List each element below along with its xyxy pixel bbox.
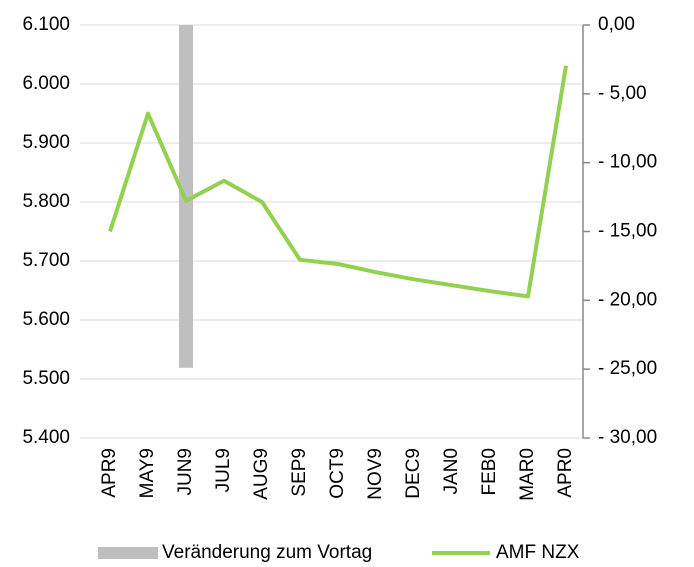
x-tick-label: SEP9 <box>289 448 310 497</box>
y-tick-label: 6.100 <box>22 14 70 35</box>
x-tick-label: APR0 <box>555 448 576 498</box>
x-tick-label: OCT9 <box>327 448 348 499</box>
legend-swatch <box>98 547 158 559</box>
x-tick-label: JUL9 <box>213 448 234 492</box>
legend-label: AMF NZX <box>496 542 580 563</box>
y-tick-label: 5.900 <box>22 132 70 153</box>
x-tick-label: JUN9 <box>175 448 196 496</box>
x-tick-label: APR9 <box>99 448 120 498</box>
x-tick-label: DEC9 <box>403 448 424 499</box>
x-tick-label: FEB0 <box>479 448 500 496</box>
y2-tick-label: 0,00 <box>598 14 635 35</box>
y-tick-label: 5.600 <box>22 309 70 330</box>
x-tick-label: JAN0 <box>441 448 462 494</box>
x-tick-label: MAR0 <box>517 448 538 501</box>
x-tick-label: MAY9 <box>137 448 158 498</box>
x-tick-label: NOV9 <box>365 448 386 500</box>
y2-tick-label: - 5,00 <box>598 83 647 104</box>
y-tick-label: 5.500 <box>22 368 70 389</box>
legend-label: Veränderung zum Vortag <box>162 542 372 563</box>
x-tick-label: AUG9 <box>251 448 272 500</box>
y2-tick-label: - 30,00 <box>598 427 657 448</box>
y-tick-label: 6.000 <box>22 73 70 94</box>
y-tick-label: 5.700 <box>22 250 70 271</box>
y2-tick-label: - 15,00 <box>598 221 657 242</box>
y2-tick-label: - 10,00 <box>598 152 657 173</box>
y-tick-label: 5.800 <box>22 191 70 212</box>
y2-tick-label: - 20,00 <box>598 289 657 310</box>
line <box>108 65 568 299</box>
y2-tick-label: - 25,00 <box>598 358 657 379</box>
y-tick-label: 5.400 <box>22 427 70 448</box>
